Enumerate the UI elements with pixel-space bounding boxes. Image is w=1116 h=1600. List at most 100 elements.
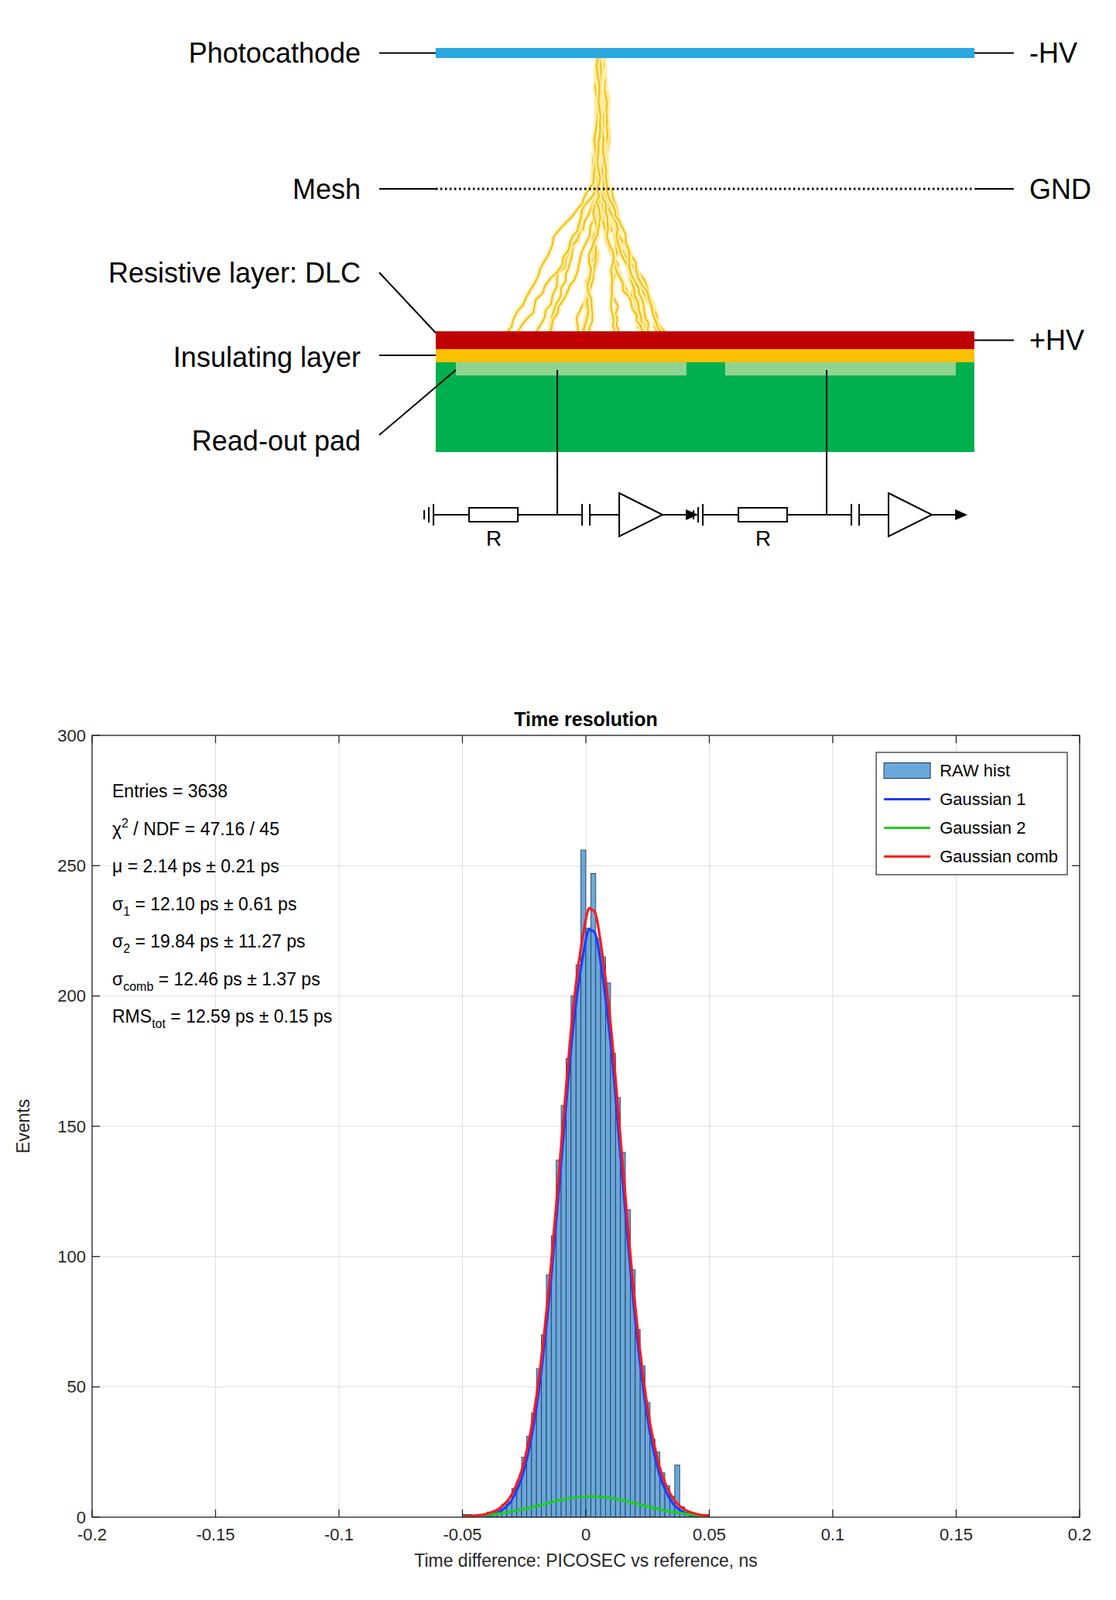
x-tick: [91, 1509, 93, 1517]
x-tick: [708, 735, 710, 743]
data-layer: [462, 849, 710, 1517]
ground-symbol: [692, 510, 695, 520]
x-tick-label: 0.05: [692, 1524, 726, 1544]
gnd-line: [974, 188, 1014, 190]
avalanche-glow: [595, 58, 665, 332]
histogram-bar: [610, 1053, 616, 1517]
legend-label: RAW hist: [939, 760, 1010, 781]
y-tick-label: 300: [57, 725, 86, 746]
insulating-layer: [435, 349, 975, 363]
figure: Photocathode-HVMeshGNDResistive layer: D…: [0, 0, 1116, 1600]
x-tick: [338, 1509, 339, 1517]
output-arrow: [955, 509, 968, 521]
avalanche: [507, 58, 665, 332]
avalanche-glow: [599, 58, 651, 332]
annotation-sub: 1: [123, 904, 131, 918]
x-tick-label: -0.1: [324, 1524, 354, 1544]
fit-annotation: RMStot = 12.59 ps ± 0.15 ps: [112, 1006, 333, 1031]
resistor-label: R: [486, 526, 502, 551]
voltage-label: GND: [1029, 173, 1092, 206]
y-tick: [92, 1125, 100, 1127]
annotation-text: / NDF = 47.16 / 45: [128, 818, 280, 839]
annotation-text: = 19.84 ps ± 11.27 ps: [130, 931, 305, 952]
histogram-bar: [565, 1057, 571, 1517]
y-tick: [92, 865, 100, 867]
resistive-layer: [435, 331, 975, 350]
amplifier: [888, 492, 932, 537]
resistor: [468, 507, 518, 522]
annotation-text: χ: [112, 818, 122, 839]
x-tick: [955, 1509, 957, 1517]
legend-box: [876, 752, 1068, 875]
y-tick: [1071, 1516, 1080, 1517]
annotation-sub: 2: [123, 941, 131, 956]
wire: [557, 513, 582, 516]
x-tick-label: -0.2: [77, 1524, 107, 1544]
histogram-bar: [605, 982, 611, 1517]
wire: [826, 513, 852, 516]
mesh: [435, 188, 975, 191]
annotations: Entries = 3638χ2 / NDF = 47.16 / 45μ = 2…: [112, 780, 333, 1031]
annotation-text: = 12.59 ps ± 0.15 ps: [165, 1006, 333, 1027]
y-tick: [92, 734, 100, 736]
annotation-text: = 12.46 ps ± 1.37 ps: [153, 968, 320, 990]
x-tick: [91, 735, 93, 743]
legend-swatch: [883, 855, 931, 858]
leader-line: [379, 188, 436, 190]
x-tick: [462, 735, 463, 743]
capacitor: [581, 503, 583, 526]
wire: [787, 513, 827, 516]
annotation-text: σ: [112, 931, 124, 952]
leader-line: [379, 272, 436, 333]
histogram-bar: [590, 872, 596, 1517]
x-tick: [462, 1509, 463, 1517]
annotation-text: Entries = 3638: [112, 780, 228, 802]
plot-background: [92, 735, 1080, 1517]
leader-line: [379, 52, 436, 55]
wire: [859, 513, 889, 516]
x-tick-label: -0.15: [195, 1524, 235, 1544]
diagram: Photocathode-HVMeshGNDResistive layer: D…: [108, 37, 1092, 551]
amplifier: [619, 492, 663, 537]
legend-label: Gaussian 1: [939, 789, 1026, 809]
fit-annotation: σ2 = 19.84 ps ± 11.27 ps: [112, 931, 306, 956]
output-wire: [662, 513, 689, 516]
wire: [702, 513, 739, 516]
pcb: [435, 362, 975, 452]
fit-curve: [462, 928, 710, 1517]
avalanche-track: [507, 58, 600, 332]
signal-line: [556, 369, 558, 515]
capacitor: [850, 503, 853, 526]
y-tick: [1071, 1386, 1080, 1387]
plot-frame: [92, 735, 1080, 1517]
x-tick: [585, 1509, 586, 1517]
output-wire: [931, 513, 959, 516]
layer-label: Insulating layer: [173, 341, 361, 374]
avalanche-track: [551, 58, 606, 332]
wire: [433, 513, 469, 516]
histogram-bar: [585, 927, 591, 1517]
x-tick: [215, 735, 216, 743]
annotation-sup: 2: [121, 816, 129, 830]
annotation-text: σ: [112, 893, 124, 915]
chart-title: Time resolution: [513, 708, 658, 730]
ground-symbol: [427, 506, 430, 523]
x-tick: [1078, 1509, 1080, 1517]
x-tick: [708, 1509, 710, 1517]
y-tick-label: 250: [57, 855, 86, 876]
y-tick-label: 150: [57, 1116, 86, 1137]
y-tick: [1071, 865, 1080, 867]
x-tick: [1078, 735, 1080, 743]
photocathode: [435, 47, 975, 59]
annotation-sub: comb: [123, 979, 154, 993]
y-tick: [92, 995, 100, 997]
histogram-bar: [595, 938, 601, 1517]
legend-swatch: [883, 763, 931, 779]
fit-annotation: σ1 = 12.10 ps ± 0.61 ps: [112, 893, 297, 918]
x-tick: [831, 1509, 833, 1517]
annotation-sub: tot: [151, 1016, 166, 1031]
y-axis-title: Events: [13, 1098, 34, 1154]
x-axis-title: Time difference: PICOSEC vs reference, n…: [414, 1550, 758, 1571]
y-tick: [1071, 734, 1080, 736]
hv-line: [974, 339, 1014, 342]
